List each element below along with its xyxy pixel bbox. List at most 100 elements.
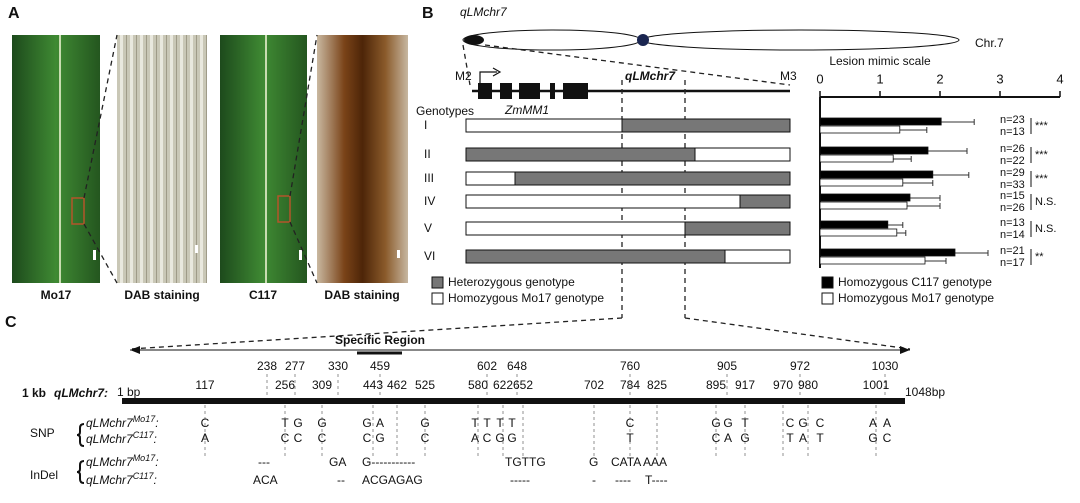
snp-allele: A — [201, 431, 209, 445]
leaf-image — [12, 35, 100, 283]
genotype-label: IV — [424, 194, 435, 208]
indel-seq: ACGAGAG — [362, 473, 423, 487]
strain-name: C117 — [133, 471, 155, 481]
panel-label: B — [422, 5, 434, 22]
strain-name: C117 — [133, 430, 155, 440]
legend-label: Homozygous Mo17 genotype — [448, 291, 604, 305]
significance: *** — [1035, 149, 1049, 161]
bar — [819, 146, 929, 155]
snp-allele: G — [317, 416, 326, 430]
dab-image — [117, 35, 207, 283]
snp-allele: G — [375, 431, 384, 445]
position-label: 277 — [285, 359, 305, 373]
bar — [819, 154, 894, 163]
significance: *** — [1035, 120, 1049, 132]
legend-label: Homozygous C117 genotype — [838, 275, 992, 289]
n-label: n=22 — [1000, 155, 1025, 167]
het-segment — [684, 221, 791, 236]
position-label: 1001 — [863, 378, 890, 392]
snp-allele: T — [786, 431, 794, 445]
legend-label: Heterozygous genotype — [448, 275, 575, 289]
genotype-label: VI — [424, 249, 435, 263]
position-label: 652 — [513, 378, 533, 392]
gene-label: ZmMM1 — [504, 103, 549, 117]
snp-allele: C — [816, 416, 825, 430]
snp-allele: A — [724, 431, 732, 445]
x-axis-label: Lesion mimic scale — [829, 54, 931, 68]
snp-allele: G — [740, 431, 749, 445]
x-tick-label: 0 — [816, 71, 823, 86]
suffix: : — [154, 432, 157, 446]
map-name: qLMchr7: — [54, 386, 108, 400]
snp-allele: A — [883, 416, 891, 430]
indel-seq: ACA — [253, 473, 278, 487]
position-label: 895 — [706, 378, 726, 392]
exon — [500, 83, 512, 99]
significance: N.S. — [1035, 196, 1056, 208]
n-label: n=14 — [1000, 229, 1025, 241]
suffix: : — [154, 473, 157, 487]
position-label: 905 — [717, 359, 737, 373]
het-segment — [621, 118, 791, 133]
significance: ** — [1035, 251, 1044, 263]
panel-a-images — [12, 34, 408, 284]
legend-swatch — [431, 292, 444, 305]
x-tick-label: 4 — [1056, 71, 1063, 86]
het-segment — [514, 171, 791, 186]
snp-allele: C — [883, 431, 892, 445]
strain-row-label: qLMchr7Mo17: — [86, 453, 159, 469]
x-tick-label: 1 — [876, 71, 883, 86]
panel-label: C — [5, 314, 17, 331]
centromere — [637, 34, 649, 46]
x-tick-label: 2 — [936, 71, 943, 86]
snp-allele: G — [362, 416, 371, 430]
locus-name: qLMchr7 — [86, 432, 134, 446]
snp-allele: G — [711, 416, 720, 430]
snp-allele: C — [421, 431, 430, 445]
bar — [819, 248, 956, 257]
snp-allele: A — [799, 431, 807, 445]
strain-row-label: qLMchr7Mo17: — [86, 414, 159, 430]
zoom-line — [684, 317, 911, 350]
bar — [819, 117, 942, 126]
genotype-label: V — [424, 221, 432, 235]
position-label: 330 — [328, 359, 348, 373]
n-label: n=15 — [1000, 190, 1025, 202]
x-tick-label: 3 — [996, 71, 1003, 86]
position-label: 917 — [735, 378, 755, 392]
n-label: n=13 — [1000, 126, 1025, 138]
het-segment — [465, 147, 696, 162]
bar — [819, 228, 898, 237]
zoom-line — [129, 317, 623, 350]
image-caption: Mo17 — [41, 288, 72, 302]
legend-label: Homozygous Mo17 genotype — [838, 291, 994, 305]
snp-allele: T — [816, 431, 824, 445]
region-label: Specific Region — [335, 333, 425, 347]
snp-allele: C — [483, 431, 492, 445]
scale-bar — [397, 250, 400, 258]
genotype-label: II — [424, 147, 431, 161]
position-label: 980 — [798, 378, 818, 392]
snp-allele: A — [471, 431, 479, 445]
row-header: InDel — [30, 468, 58, 482]
zoom-line — [83, 223, 118, 284]
position-label: 525 — [415, 378, 435, 392]
position-label: 256 — [275, 378, 295, 392]
strain-row-label: qLMchr7C117: — [86, 471, 157, 487]
genotype-label: I — [424, 118, 427, 132]
strain-name: Mo17 — [133, 414, 157, 424]
position-label: 784 — [620, 378, 640, 392]
scale-bar — [195, 245, 198, 253]
indel-seq: T---- — [645, 473, 668, 487]
map-end: 1048bp — [905, 385, 945, 399]
indel-seq: ----- — [510, 473, 530, 487]
image-caption: DAB staining — [124, 288, 199, 302]
snp-allele: C — [201, 416, 210, 430]
snp-allele: T — [508, 416, 516, 430]
position-label: 1030 — [872, 359, 899, 373]
sequence-map — [76, 317, 911, 484]
locus-name: qLMchr7 — [86, 416, 134, 430]
indel-seq: - — [592, 473, 596, 487]
bar — [819, 193, 911, 202]
snp-allele: G — [507, 431, 516, 445]
